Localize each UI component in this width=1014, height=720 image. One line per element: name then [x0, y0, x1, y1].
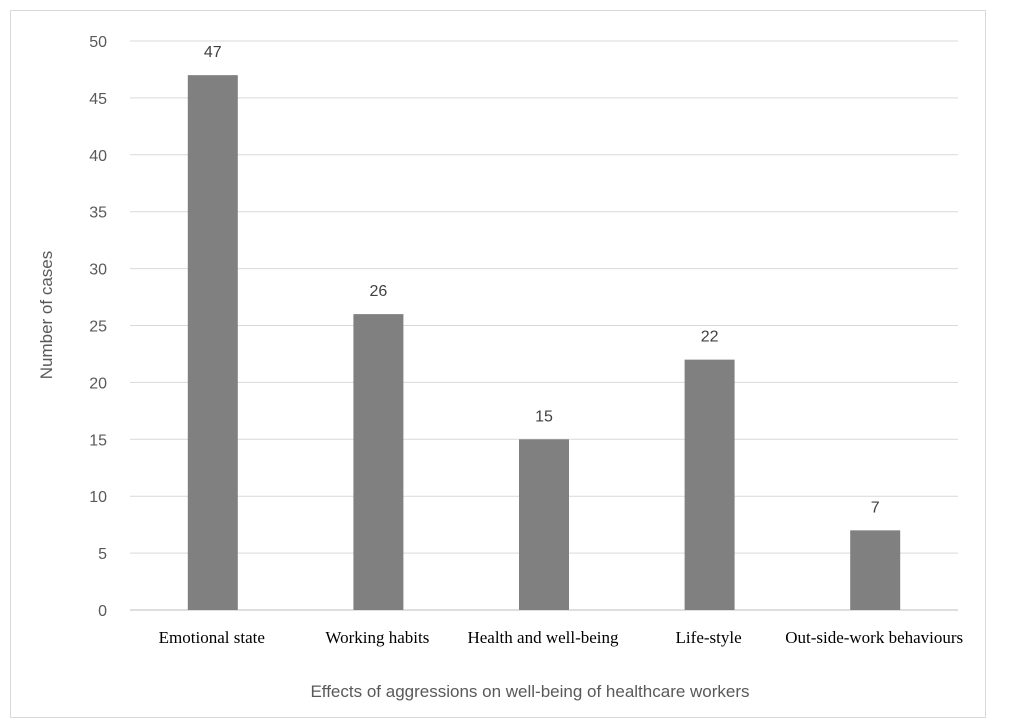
y-tick-label: 15	[89, 432, 107, 449]
x-axis-categories: Emotional state Working habits Health and …	[159, 628, 964, 647]
gridlines	[130, 40, 958, 611]
bar	[353, 314, 404, 610]
bars	[187, 75, 901, 610]
data-labels: 47 26 15 22 7	[204, 44, 880, 516]
x-axis-title: Effects of aggressions on well-being of …	[310, 682, 749, 701]
data-label: 15	[535, 408, 553, 425]
y-tick-label: 0	[98, 603, 107, 620]
y-axis-title: Number of cases	[37, 251, 56, 380]
y-tick-label: 50	[89, 34, 107, 51]
category-label: Out-side-work behaviours	[785, 628, 963, 647]
y-tick-label: 40	[89, 148, 107, 165]
category-label: Emotional state	[159, 628, 265, 647]
bar	[519, 439, 569, 610]
y-tick-label: 10	[89, 489, 107, 506]
y-tick-label: 30	[89, 262, 107, 279]
y-tick-label: 45	[89, 91, 107, 108]
bar	[850, 530, 901, 610]
y-tick-label: 5	[98, 546, 107, 563]
y-tick-label: 25	[89, 319, 107, 336]
y-tick-label: 20	[89, 375, 107, 392]
category-label: Health and well-being	[467, 628, 619, 647]
bar	[684, 359, 735, 610]
chart-frame	[10, 10, 986, 718]
bar	[187, 75, 238, 610]
data-label: 22	[701, 329, 719, 346]
data-label: 26	[370, 283, 388, 300]
data-label: 47	[204, 44, 222, 61]
category-label: Working habits	[325, 628, 429, 647]
y-axis-ticks: 0 5 10 15 20 25 30 35 40 45 50	[89, 34, 107, 620]
data-label: 7	[871, 499, 880, 516]
y-tick-label: 35	[89, 205, 107, 222]
category-label: Life-style	[676, 628, 742, 647]
